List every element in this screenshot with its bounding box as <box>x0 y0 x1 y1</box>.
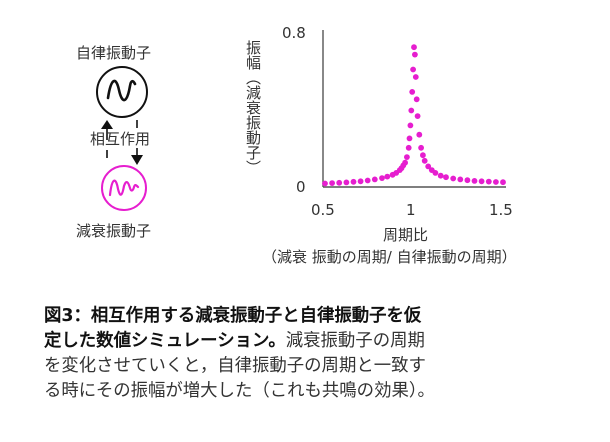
caption-text-line3: を変化させていくと，自律振動子の周期と一致す <box>44 356 426 376</box>
x-tick-label-1: 1 <box>406 201 416 219</box>
y-axis-title: 振幅（減衰振動子） <box>244 40 262 175</box>
damped-oscillator-circle <box>101 165 147 211</box>
damped-oscillation-wave-icon <box>108 179 140 197</box>
data-point <box>500 179 506 186</box>
self-oscillation-wave-icon <box>106 79 137 102</box>
data-point <box>350 178 357 185</box>
data-point <box>329 180 335 187</box>
arrow-up-icon <box>101 120 113 140</box>
data-point <box>425 163 432 170</box>
data-point <box>443 174 449 181</box>
data-point <box>421 157 428 164</box>
figure-caption: 図3：相互作用する減衰振動子と自律振動子を仮 定した数値シミュレーション。減衰振… <box>44 304 604 404</box>
data-point <box>410 66 416 73</box>
data-point <box>450 175 457 182</box>
data-point <box>457 176 464 183</box>
caption-bold-line2: 定した数値シミュレーション。 <box>44 331 286 351</box>
data-point <box>379 175 385 182</box>
caption-bold-line1: 図3：相互作用する減衰振動子と自律振動子を仮 <box>44 306 422 326</box>
self-oscillator-circle <box>96 66 148 118</box>
caption-text-line4: る時にその振幅が増大した（これも共鳴の効果）。 <box>44 381 435 401</box>
data-point <box>412 51 418 58</box>
data-point <box>408 107 415 114</box>
data-point <box>405 144 412 151</box>
plot-area <box>322 30 506 188</box>
data-points <box>322 44 506 187</box>
interaction-label: 相互作用 <box>90 130 151 148</box>
data-point <box>420 152 426 159</box>
data-point <box>414 113 421 119</box>
y-tick-label-min: 0 <box>296 178 306 196</box>
data-point <box>478 178 485 185</box>
data-point <box>411 44 417 51</box>
data-point <box>471 178 478 184</box>
data-point <box>404 154 410 160</box>
data-point <box>412 74 419 80</box>
data-point <box>418 144 424 151</box>
data-point <box>464 177 471 184</box>
data-point <box>371 176 378 183</box>
data-point <box>357 178 364 185</box>
data-point <box>336 179 343 186</box>
data-point <box>413 96 420 103</box>
data-point <box>406 135 413 142</box>
data-point <box>322 180 328 187</box>
data-point <box>416 131 423 138</box>
data-point <box>402 159 408 166</box>
self-oscillator-label: 自律振動子 <box>76 44 152 62</box>
arrow-down-icon <box>131 148 143 165</box>
caption-text-line2: 減衰振動子の周期 <box>285 331 425 351</box>
data-point <box>493 179 499 185</box>
data-point <box>432 170 439 176</box>
x-axis-title: 周期比 <box>383 226 429 244</box>
data-point <box>409 89 416 95</box>
data-point <box>437 172 444 179</box>
data-point <box>407 122 414 129</box>
data-point <box>343 179 350 186</box>
data-point <box>485 178 492 185</box>
x-axis-note: （減衰 振動の周期/ 自律振動の周期） <box>262 248 517 266</box>
x-tick-label-0_5: 0.5 <box>311 201 335 219</box>
x-tick-label-1_5: 1.5 <box>489 201 513 219</box>
interaction-arrows <box>101 120 143 165</box>
data-point <box>364 177 371 184</box>
y-tick-label-max: 0.8 <box>282 24 306 42</box>
data-point <box>384 173 391 180</box>
damped-oscillator-label: 減衰振動子 <box>76 222 152 240</box>
